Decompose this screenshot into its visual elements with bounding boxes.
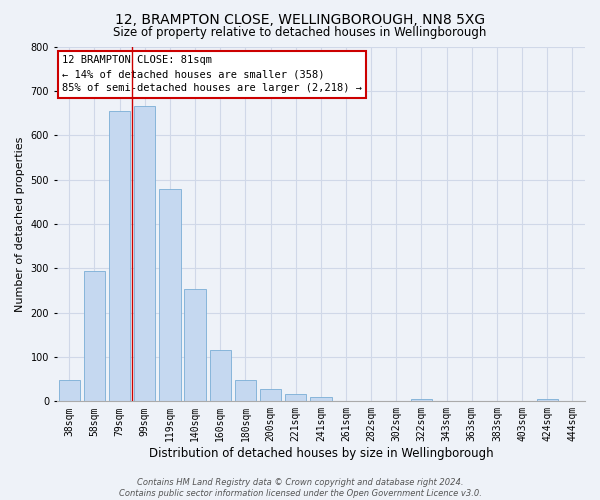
- Text: Contains HM Land Registry data © Crown copyright and database right 2024.
Contai: Contains HM Land Registry data © Crown c…: [119, 478, 481, 498]
- Bar: [159, 190, 181, 402]
- Bar: [235, 380, 256, 402]
- Text: 12, BRAMPTON CLOSE, WELLINGBOROUGH, NN8 5XG: 12, BRAMPTON CLOSE, WELLINGBOROUGH, NN8 …: [115, 12, 485, 26]
- Bar: [184, 288, 206, 402]
- Text: 12 BRAMPTON CLOSE: 81sqm
← 14% of detached houses are smaller (358)
85% of semi-: 12 BRAMPTON CLOSE: 81sqm ← 14% of detach…: [62, 56, 362, 94]
- Bar: [310, 397, 332, 402]
- Bar: [285, 394, 307, 402]
- X-axis label: Distribution of detached houses by size in Wellingborough: Distribution of detached houses by size …: [149, 447, 493, 460]
- Bar: [209, 350, 231, 402]
- Bar: [260, 389, 281, 402]
- Bar: [59, 380, 80, 402]
- Bar: [536, 398, 558, 402]
- Bar: [109, 111, 130, 402]
- Text: Size of property relative to detached houses in Wellingborough: Size of property relative to detached ho…: [113, 26, 487, 39]
- Bar: [134, 106, 155, 402]
- Bar: [84, 272, 105, 402]
- Y-axis label: Number of detached properties: Number of detached properties: [15, 136, 25, 312]
- Bar: [411, 398, 432, 402]
